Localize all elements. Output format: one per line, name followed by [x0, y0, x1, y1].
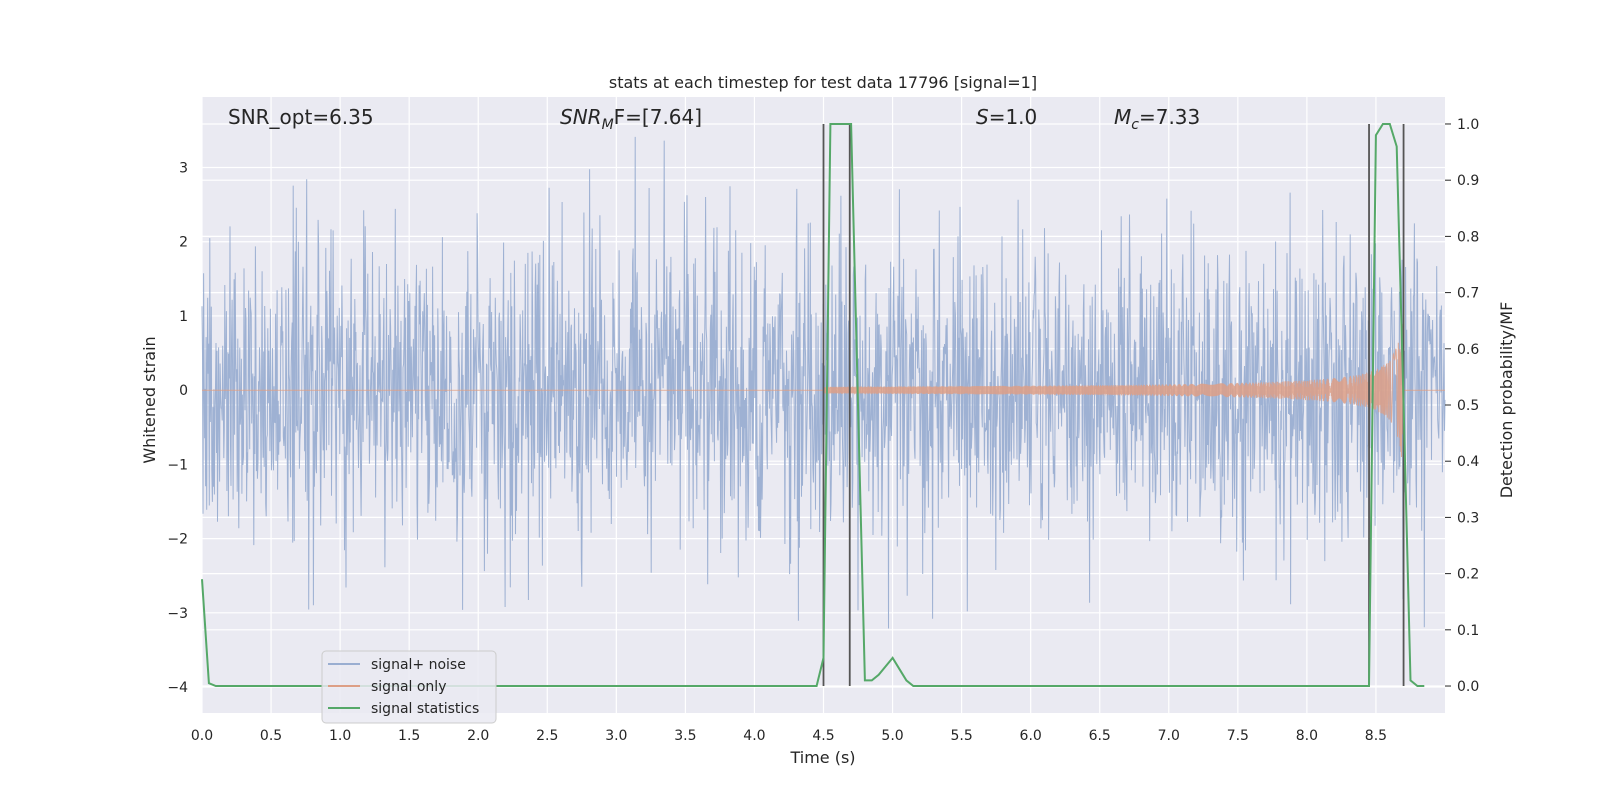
x-tick-label: 4.0 — [743, 728, 765, 744]
signal-only-line — [202, 323, 1445, 458]
x-tick-label: 1.0 — [329, 728, 351, 744]
y-right-tick-label: 0.6 — [1457, 342, 1479, 358]
legend-label-signal-noise: signal+ noise — [371, 657, 466, 673]
x-tick-label: 7.0 — [1158, 728, 1180, 744]
annotation-snr-opt: SNR_opt=6.35 — [228, 105, 374, 129]
x-axis-label: Time (s) — [789, 748, 855, 767]
y-right-tick-label: 0.3 — [1457, 510, 1479, 526]
legend-label-signal-only: signal only — [371, 679, 446, 695]
x-tick-label: 5.5 — [950, 728, 972, 744]
annotation-s: S=1.0 — [976, 105, 1037, 129]
y-right-tick-label: 0.8 — [1457, 229, 1479, 245]
y-right-tick-label: 0.9 — [1457, 173, 1479, 189]
annotation-snr-mf: SNRMF=[7.64] — [560, 105, 702, 133]
legend-label-signal-statistics: signal statistics — [371, 701, 479, 717]
x-tick-label: 8.5 — [1365, 728, 1387, 744]
legend-box — [321, 650, 497, 724]
x-tick-label: 4.5 — [812, 728, 834, 744]
y-left-tick-label: −1 — [167, 457, 188, 473]
y-axis-left-label: Whitened strain — [140, 336, 159, 463]
x-tick-label: 3.5 — [674, 728, 696, 744]
signal-statistics-series — [201, 123, 1425, 687]
y-right-tick-label: 0.0 — [1457, 679, 1479, 695]
chart-title: stats at each timestep for test data 177… — [609, 73, 1037, 92]
tick-labels: 0.0 0.5 1.0 1.5 2.0 2.5 3.0 3.5 4.0 4.5 5.0 5.5 6.0 6… — [167, 117, 1479, 744]
x-tick-label: 7.5 — [1227, 728, 1249, 744]
annotations: SNR_opt=6.35 SNRMF=[7.64] S=1.0 Mc=7.33 — [228, 105, 1200, 133]
x-tick-label: 2.5 — [536, 728, 558, 744]
y-right-tick-label: 0.5 — [1457, 398, 1479, 414]
annotation-mc: Mc=7.33 — [1114, 105, 1200, 133]
y-left-tick-label: 3 — [179, 161, 188, 177]
y-right-tick-label: 0.1 — [1457, 623, 1479, 639]
y-right-tick-label: 0.4 — [1457, 454, 1479, 470]
y-right-tick-label: 0.2 — [1457, 567, 1479, 583]
signal-only-series — [202, 323, 1445, 458]
y-left-tick-label: 0 — [179, 383, 188, 399]
legend: signal+ noise signal only signal statist… — [321, 650, 497, 724]
x-tick-label: 1.5 — [398, 728, 420, 744]
y-left-tick-label: 1 — [179, 309, 188, 325]
y-left-tick-label: −2 — [167, 532, 188, 548]
y-right-tick-label: 1.0 — [1457, 117, 1479, 133]
x-tick-label: 0.0 — [191, 728, 213, 744]
y-left-tick-label: −4 — [167, 680, 188, 696]
y-left-tick-label: 2 — [179, 235, 188, 251]
x-tick-label: 2.0 — [467, 728, 489, 744]
y-left-tick-label: −3 — [167, 606, 188, 622]
x-tick-label: 6.5 — [1089, 728, 1111, 744]
x-tick-label: 5.0 — [881, 728, 903, 744]
y-right-tick-label: 0.7 — [1457, 286, 1479, 302]
signal-statistics-line — [201, 123, 1425, 687]
x-tick-label: 3.0 — [605, 728, 627, 744]
y-axis-right-label: Detection probability/MF — [1497, 302, 1516, 499]
x-tick-label: 0.5 — [260, 728, 282, 744]
x-tick-label: 8.0 — [1296, 728, 1318, 744]
x-tick-label: 6.0 — [1020, 728, 1042, 744]
